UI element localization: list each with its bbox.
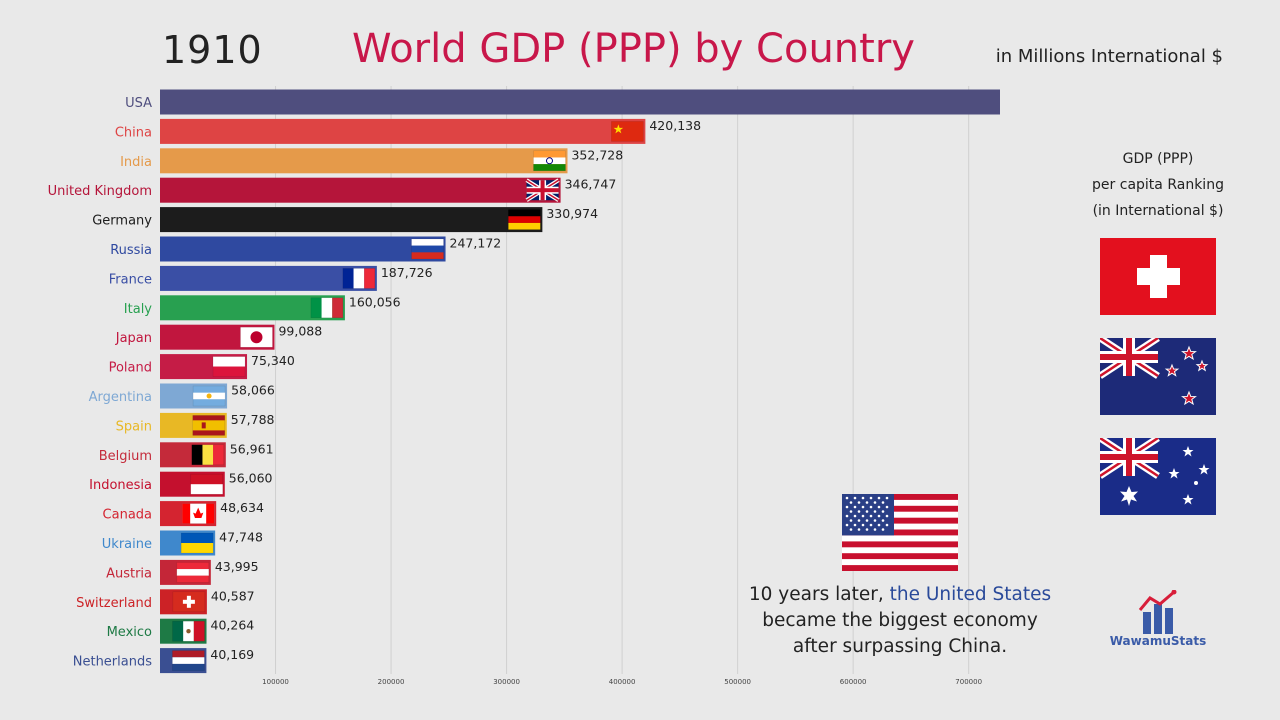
flag-jp-icon: [240, 326, 273, 348]
bar-ru: [160, 236, 446, 262]
usa-flag: [842, 494, 958, 571]
year-label: 1910: [162, 28, 263, 72]
value-label: 247,172: [450, 236, 502, 251]
new-zealand-flag: [1100, 338, 1216, 415]
x-tick-label: 400000: [609, 678, 636, 686]
category-label: France: [109, 272, 152, 287]
category-label: Spain: [116, 419, 152, 434]
value-label: 56,060: [229, 471, 273, 486]
chart-title: World GDP (PPP) by Country: [352, 26, 915, 72]
category-label: Indonesia: [89, 478, 152, 493]
x-tick-label: 600000: [840, 678, 867, 686]
chart-logo-icon: [1138, 590, 1177, 634]
flag-nl-icon: [172, 650, 205, 671]
flag-at-icon: [176, 562, 210, 583]
per-capita-heading-line2: per capita Ranking: [1092, 177, 1224, 193]
per-capita-heading: GDP (PPP) per capita Ranking (in Interna…: [1078, 146, 1238, 224]
x-tick-label: 500000: [724, 678, 751, 686]
bar-chart: 100000 200000 300000 400000 500000 600000 7000…: [48, 86, 1000, 686]
flag-ch-icon: [172, 591, 206, 613]
category-label: Poland: [109, 361, 152, 376]
category-label: Belgium: [99, 449, 152, 464]
australia-flag: [1100, 438, 1216, 515]
flag-de-icon: [508, 209, 541, 230]
category-label: Japan: [115, 331, 152, 346]
bar-us: [160, 89, 1000, 115]
bar-fr: [160, 265, 377, 291]
flag-be-icon: [191, 444, 225, 466]
flag-it-icon: [310, 297, 344, 319]
flag-es-icon: [192, 415, 226, 436]
annotation-highlight: the United States: [889, 584, 1052, 605]
category-label: Switzerland: [76, 596, 152, 611]
annotation-line3: after surpassing China.: [792, 636, 1008, 657]
category-label: Netherlands: [73, 655, 152, 670]
x-tick-label: 100000: [262, 678, 289, 686]
flag-ua-icon: [180, 532, 214, 554]
flag-ar-icon: [192, 385, 226, 407]
category-label: Canada: [103, 508, 152, 523]
switzerland-flag: [1100, 238, 1216, 315]
value-label: 48,634: [220, 500, 264, 515]
category-label: Austria: [106, 566, 152, 581]
per-capita-heading-line3: (in International $): [1092, 203, 1224, 219]
value-label: 56,961: [230, 441, 274, 456]
flag-pl-icon: [212, 356, 246, 377]
annotation-line2: became the biggest economy: [762, 610, 1038, 631]
value-label: 330,974: [546, 206, 598, 221]
category-label: China: [115, 125, 152, 140]
bar-de: [160, 207, 543, 233]
flag-gb-icon: [525, 178, 560, 202]
category-label: India: [120, 155, 152, 170]
bar-cn: [160, 118, 646, 144]
category-label: Italy: [124, 302, 153, 317]
flag-fr-icon: [342, 268, 376, 289]
flag-mx-icon: [172, 620, 205, 642]
flag-ru-icon: [411, 238, 444, 260]
category-label: Russia: [110, 243, 152, 258]
x-tick-label: 200000: [378, 678, 405, 686]
x-tick-label: 700000: [955, 678, 982, 686]
category-label: USA: [125, 96, 152, 111]
value-label: 420,138: [649, 118, 701, 133]
value-label: 47,748: [219, 530, 263, 545]
category-label: Germany: [92, 214, 152, 229]
value-label: 40,587: [211, 588, 255, 603]
annotation-line1: 10 years later, the United States: [720, 582, 1080, 608]
value-label: 40,169: [210, 647, 254, 662]
value-label: 346,747: [565, 177, 617, 192]
flag-ca-icon: [181, 503, 215, 524]
annotation-text: 10 years later, the United States became…: [720, 582, 1080, 660]
bar-gb: [160, 177, 561, 203]
value-label: 57,788: [231, 412, 275, 427]
category-label: Mexico: [107, 625, 152, 640]
flag-in-icon: [533, 150, 566, 172]
category-label: Argentina: [89, 390, 152, 405]
value-label: 99,088: [278, 324, 322, 339]
flag-id-icon: [190, 473, 224, 495]
value-label: 40,264: [211, 618, 255, 633]
value-label: 75,340: [251, 353, 295, 368]
unit-label: in Millions International $: [995, 46, 1223, 67]
value-label: 187,726: [381, 265, 433, 280]
x-tick-label: 300000: [493, 678, 520, 686]
value-label: 352,728: [571, 147, 623, 162]
flag-cn-icon: [611, 121, 644, 142]
value-label: 43,995: [215, 559, 259, 574]
annotation-part1: 10 years later,: [748, 584, 890, 605]
value-label: 160,056: [349, 294, 401, 309]
category-label: United Kingdom: [48, 184, 152, 199]
bar-in: [160, 148, 568, 174]
per-capita-heading-line1: GDP (PPP): [1122, 151, 1194, 167]
value-label: 58,066: [231, 383, 275, 398]
category-label: Ukraine: [102, 537, 152, 552]
logo-text: WawamuStats: [1109, 634, 1207, 648]
